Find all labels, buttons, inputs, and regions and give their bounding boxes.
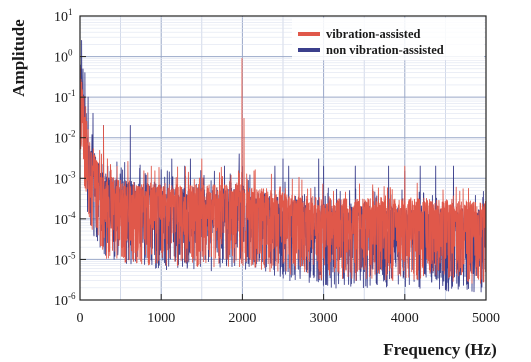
y-tick-label: 10-4 bbox=[54, 210, 76, 228]
legend-label-vibration-assisted: vibration-assisted bbox=[326, 27, 421, 41]
y-tick-label: 10-1 bbox=[54, 88, 76, 106]
x-tick-label: 4000 bbox=[391, 311, 419, 326]
x-tick-label: 3000 bbox=[310, 311, 338, 326]
x-tick-label: 1000 bbox=[147, 311, 175, 326]
tick-marks bbox=[79, 15, 487, 301]
x-tick-labels: 0 1000 2000 3000 4000 5000 bbox=[77, 311, 501, 326]
y-tick-label: 10-6 bbox=[54, 291, 76, 309]
y-tick-label: 10-3 bbox=[54, 169, 76, 187]
x-tick-label: 5000 bbox=[472, 311, 500, 326]
y-tick-label: 100 bbox=[54, 48, 73, 66]
legend-label-non-vibration-assisted: non vibration-assisted bbox=[326, 43, 444, 57]
legend: vibration-assisted non vibration-assiste… bbox=[292, 18, 484, 60]
series-layer bbox=[79, 39, 487, 293]
plot-frame bbox=[79, 15, 487, 301]
y-tick-label: 10-5 bbox=[54, 250, 76, 268]
y-axis-title: Amplitude bbox=[9, 19, 28, 97]
y-tick-labels: 101 100 10-1 10-2 10-3 10-4 10-5 10-6 bbox=[54, 7, 76, 309]
series-line-vibration-assisted bbox=[79, 57, 487, 284]
y-tick-label: 101 bbox=[54, 7, 73, 25]
x-tick-label: 2000 bbox=[228, 311, 256, 326]
x-axis-title: Frequency (Hz) bbox=[383, 340, 496, 359]
x-tick-label: 0 bbox=[77, 311, 84, 326]
y-tick-label: 10-2 bbox=[54, 129, 76, 147]
legend-background bbox=[292, 18, 484, 60]
